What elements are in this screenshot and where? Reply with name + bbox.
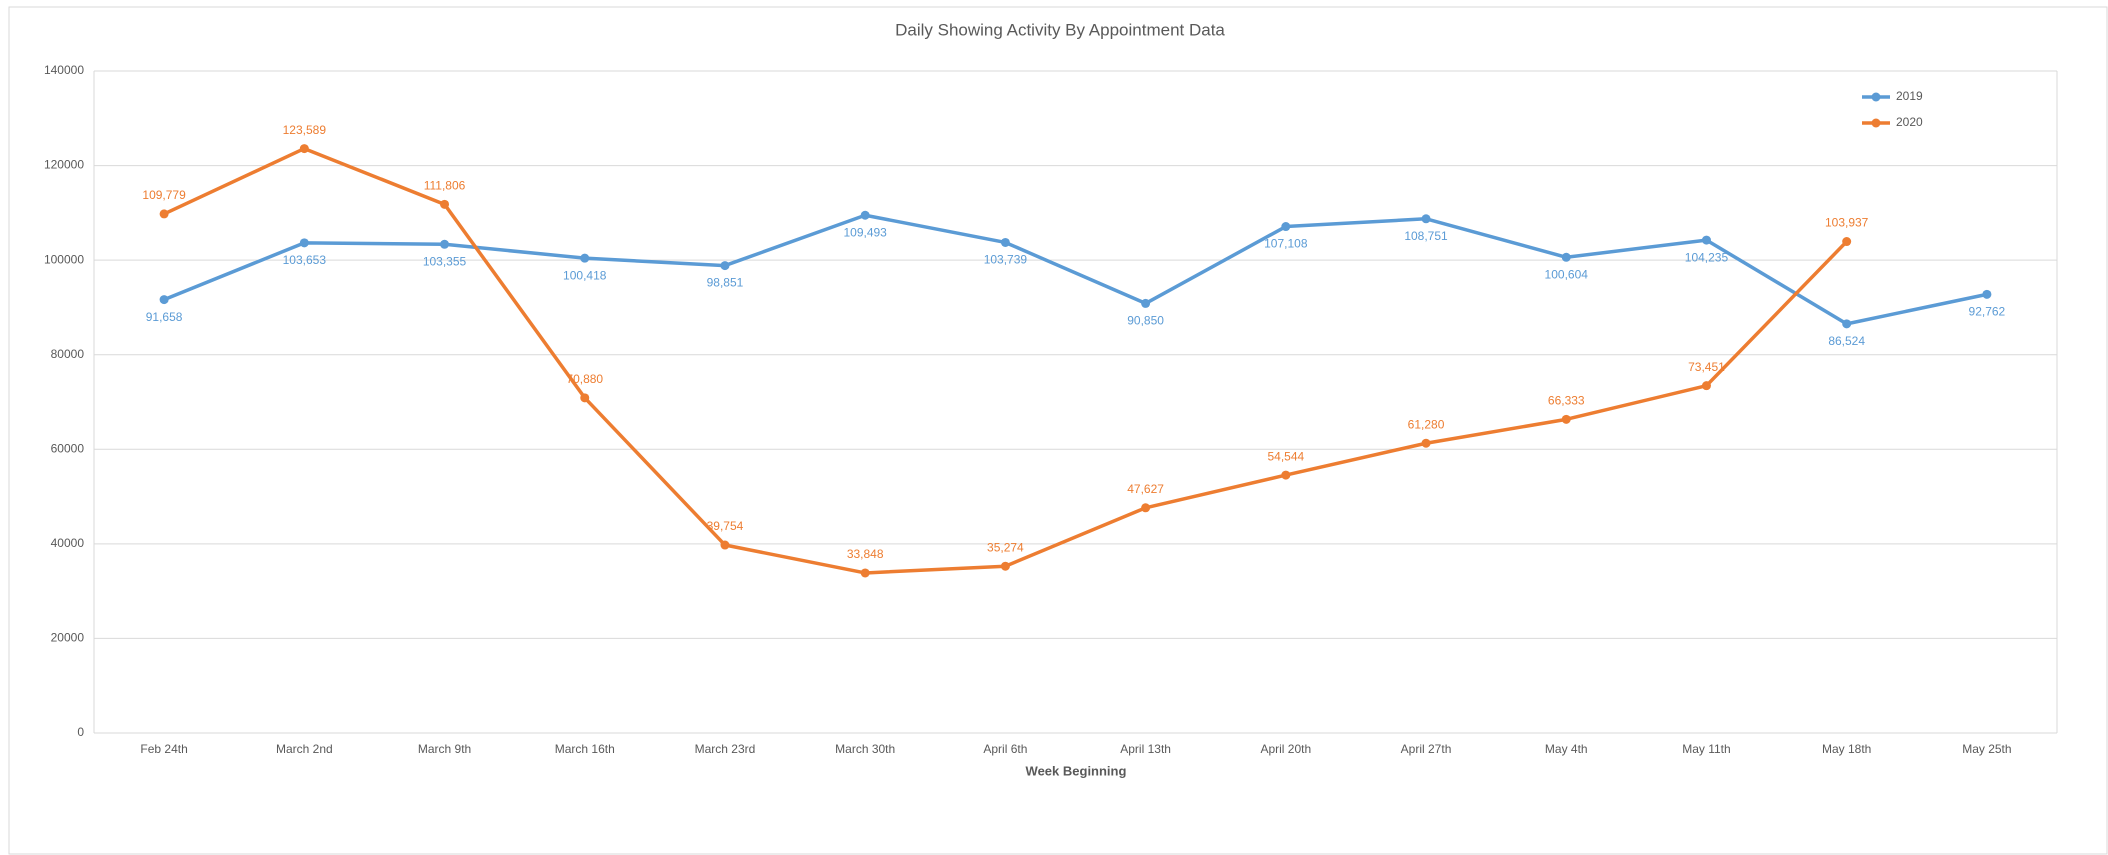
data-label: 107,108: [1264, 237, 1308, 251]
data-point: [1561, 252, 1571, 262]
data-label: 70,880: [566, 372, 603, 386]
data-label: 35,274: [987, 540, 1024, 554]
data-point: [299, 144, 309, 154]
data-label: 61,280: [1408, 417, 1445, 431]
y-tick-label: 80000: [51, 347, 85, 361]
data-label: 103,739: [984, 253, 1028, 267]
data-point: [440, 199, 450, 209]
data-label: 90,850: [1127, 314, 1164, 328]
x-tick-label: March 23rd: [695, 742, 756, 756]
data-label: 98,851: [707, 276, 744, 290]
x-tick-label: March 2nd: [276, 742, 333, 756]
y-tick-label: 140000: [44, 63, 84, 77]
data-label: 104,235: [1685, 250, 1729, 264]
y-tick-label: 120000: [44, 158, 84, 172]
x-tick-label: May 25th: [1962, 742, 2011, 756]
x-tick-label: May 11th: [1682, 742, 1730, 756]
data-label: 109,779: [142, 188, 186, 202]
y-tick-label: 60000: [51, 441, 85, 455]
chart-title: Daily Showing Activity By Appointment Da…: [895, 20, 1225, 39]
x-tick-label: Feb 24th: [140, 742, 187, 756]
data-label: 123,589: [283, 123, 327, 137]
data-point: [1701, 235, 1711, 245]
data-point: [1842, 319, 1852, 329]
chart-frame: [8, 6, 2108, 855]
data-label: 54,544: [1267, 449, 1304, 463]
data-label: 66,333: [1548, 394, 1585, 408]
data-point: [580, 253, 590, 263]
data-point: [1701, 381, 1711, 391]
x-tick-label: April 20th: [1260, 742, 1311, 756]
legend-label: 2019: [1896, 89, 1923, 103]
data-point: [860, 210, 870, 220]
data-label: 108,751: [1404, 229, 1448, 243]
data-point: [1421, 438, 1431, 448]
data-point: [1281, 470, 1291, 480]
data-point: [299, 238, 309, 248]
x-tick-label: April 27th: [1401, 742, 1452, 756]
data-point: [440, 239, 450, 249]
data-point: [580, 393, 590, 403]
data-point: [1842, 237, 1852, 247]
legend-label: 2020: [1896, 115, 1923, 129]
data-label: 86,524: [1828, 334, 1865, 348]
data-point: [1982, 289, 1992, 299]
y-tick-label: 100000: [44, 252, 84, 266]
data-label: 47,627: [1127, 482, 1164, 496]
data-point: [1141, 503, 1151, 513]
data-point: [1000, 237, 1010, 247]
y-tick-label: 0: [77, 725, 84, 739]
series-line: [163, 213, 1988, 326]
data-label: 39,754: [707, 519, 744, 533]
data-label: 33,848: [847, 547, 884, 561]
data-label: 91,658: [146, 310, 183, 324]
data-point: [1421, 214, 1431, 224]
data-label: 103,937: [1825, 216, 1869, 230]
x-tick-label: March 30th: [835, 742, 895, 756]
data-label: 100,418: [563, 268, 607, 282]
x-tick-label: May 18th: [1822, 742, 1871, 756]
data-label: 103,653: [283, 253, 327, 267]
data-point: [1281, 222, 1291, 232]
data-label: 73,451: [1688, 360, 1725, 374]
data-label: 92,762: [1969, 305, 2006, 319]
data-label: 103,355: [423, 254, 467, 268]
data-point: [1141, 298, 1151, 308]
x-tick-label: April 13th: [1120, 742, 1171, 756]
data-point: [720, 261, 730, 271]
data-label: 100,604: [1545, 267, 1589, 281]
data-point: [159, 295, 169, 305]
data-point: [1561, 414, 1571, 424]
y-tick-label: 40000: [51, 536, 85, 550]
legend-marker: [1871, 118, 1881, 128]
x-tick-label: March 9th: [418, 742, 471, 756]
x-axis-title: Week Beginning: [1026, 763, 1127, 778]
data-label: 111,806: [424, 178, 466, 192]
data-point: [1000, 561, 1010, 571]
x-tick-label: March 16th: [555, 742, 615, 756]
data-label: 109,493: [843, 225, 887, 239]
x-tick-label: May 4th: [1545, 742, 1588, 756]
data-point: [860, 568, 870, 578]
x-tick-label: April 6th: [983, 742, 1027, 756]
legend-marker: [1871, 92, 1881, 102]
data-point: [720, 540, 730, 550]
y-tick-label: 20000: [51, 631, 85, 645]
data-point: [159, 209, 169, 219]
